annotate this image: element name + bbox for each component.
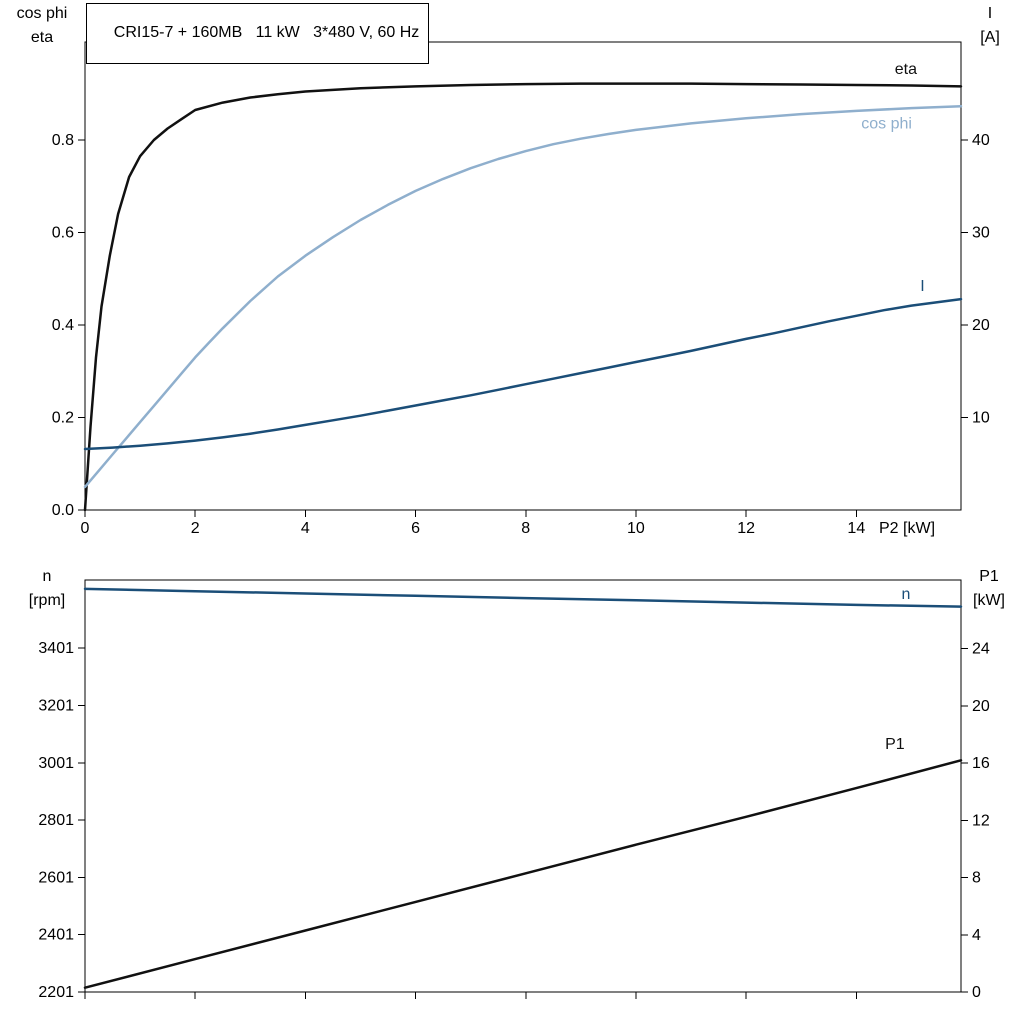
curve-label-p1: P1 <box>885 736 905 753</box>
left-tick-label: 0.2 <box>52 410 74 427</box>
left-tick-label: 0.0 <box>52 502 74 519</box>
plot-frame <box>84 41 962 511</box>
x-tick-label: 2 <box>191 520 200 537</box>
curve-p1 <box>83 759 963 989</box>
x-axis-title: P2 [kW] <box>879 520 935 537</box>
right-tick-label: 20 <box>972 698 990 715</box>
left-tick-label: 0.4 <box>52 317 74 334</box>
x-tick-label: 4 <box>301 520 310 537</box>
x-tick-label: 10 <box>627 520 645 537</box>
x-tick-label: 14 <box>847 520 865 537</box>
curve-label-eta: eta <box>895 61 917 78</box>
top-left-axis-label: cos phi eta <box>2 2 82 50</box>
left-tick-label: 2201 <box>38 984 74 1001</box>
axis-label-speed: n <box>42 568 52 585</box>
right-tick-label: 12 <box>972 812 990 829</box>
right-tick-label: 0 <box>972 984 981 1001</box>
axis-label-p1-unit: [kW] <box>973 592 1005 609</box>
bottom-left-axis-label: n [rpm] <box>9 565 85 613</box>
right-tick-label: 8 <box>972 870 981 887</box>
axis-label-current: I <box>987 5 993 22</box>
axis-label-current-unit: [A] <box>980 29 1000 46</box>
chart-title-box: CRI15-7 + 160MB 11 kW 3*480 V, 60 Hz <box>86 3 430 64</box>
curve-label-n: n <box>901 586 910 603</box>
left-tick-label: 0.6 <box>52 225 74 242</box>
curve-i <box>83 297 963 451</box>
left-tick-label: 2801 <box>38 812 74 829</box>
curve-label-i: I <box>920 278 924 295</box>
left-tick-label: 2601 <box>38 869 74 886</box>
left-tick-label: 3401 <box>38 640 74 657</box>
right-tick-label: 40 <box>972 132 990 149</box>
right-tick-label: 16 <box>972 755 990 772</box>
x-tick-label: 8 <box>521 520 530 537</box>
left-tick-label: 0.8 <box>52 132 74 149</box>
axis-label-eta: eta <box>30 29 54 46</box>
curve-cos-phi <box>83 105 963 489</box>
left-tick-label: 3001 <box>38 755 74 772</box>
x-tick-label: 12 <box>737 520 755 537</box>
right-tick-label: 20 <box>972 317 990 334</box>
axis-label-speed-unit: [rpm] <box>28 592 66 609</box>
x-tick-label: 0 <box>81 520 90 537</box>
left-tick-label: 2401 <box>38 927 74 944</box>
axis-label-p1: P1 <box>979 568 999 585</box>
x-tick-label: 6 <box>411 520 420 537</box>
bottom-right-axis-label: P1 [kW] <box>960 565 1018 613</box>
curve-eta <box>83 82 963 512</box>
right-tick-label: 24 <box>972 641 990 658</box>
left-tick-label: 3201 <box>38 697 74 714</box>
right-tick-label: 10 <box>972 410 990 427</box>
right-tick-label: 30 <box>972 225 990 242</box>
chart-title: CRI15-7 + 160MB 11 kW 3*480 V, 60 Hz <box>113 24 420 41</box>
curve-label-cos-phi: cos phi <box>861 115 912 132</box>
top-right-axis-label: I [A] <box>962 2 1018 50</box>
right-tick-label: 4 <box>972 927 981 944</box>
axis-label-cos-phi: cos phi <box>16 5 68 22</box>
plot-frame <box>84 579 962 993</box>
curve-n <box>83 587 963 608</box>
